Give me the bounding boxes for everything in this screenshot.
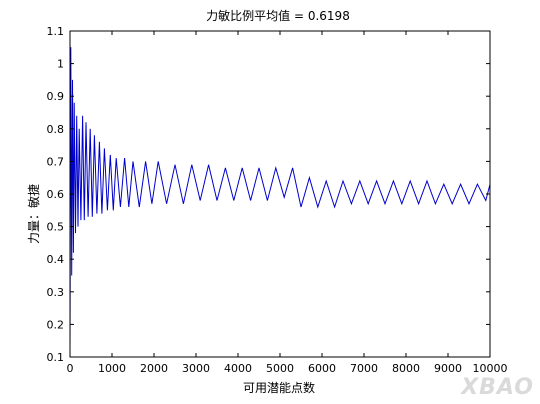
x-tick-label-10: 10000	[473, 362, 508, 375]
watermark-logo: XBAO	[461, 375, 534, 400]
x-tick-label-3: 3000	[182, 362, 210, 375]
y-tick-label-0: 0.1	[47, 351, 65, 364]
x-tick-label-7: 7000	[350, 362, 378, 375]
x-tick-label-1: 1000	[98, 362, 126, 375]
chart-title: 力敏比例平均值 = 0.6198	[206, 8, 350, 23]
x-tick-label-4: 4000	[224, 362, 252, 375]
y-axis-title: 力量：敏捷	[26, 184, 41, 244]
y-tick-label-5: 0.6	[47, 188, 65, 201]
x-axis-title: 可用潜能点数	[243, 380, 315, 395]
x-tick-label-5: 5000	[266, 362, 294, 375]
x-tick-label-0: 0	[67, 362, 74, 375]
x-tick-label-9: 9000	[434, 362, 462, 375]
y-tick-label-4: 0.5	[47, 221, 65, 234]
y-tick-label-8: 0.9	[47, 90, 65, 103]
y-tick-label-10: 1.1	[47, 25, 65, 38]
plot-area: 0 1000 2000 3000 4000 5000 6000 7000 8000 9000 100…	[47, 25, 508, 375]
y-tick-label-1: 0.2	[47, 318, 65, 331]
y-tick-label-2: 0.3	[47, 286, 65, 299]
x-tick-label-6: 6000	[308, 362, 336, 375]
x-tick-label-2: 2000	[140, 362, 168, 375]
series-line-0	[69, 47, 491, 351]
y-tick-label-3: 0.4	[47, 253, 65, 266]
x-tick-label-8: 8000	[392, 362, 420, 375]
y-tick-label-7: 0.8	[47, 123, 65, 136]
axes-frame	[69, 30, 491, 358]
y-tick-label-6: 0.7	[47, 155, 65, 168]
y-tick-label-9: 1	[57, 58, 64, 71]
